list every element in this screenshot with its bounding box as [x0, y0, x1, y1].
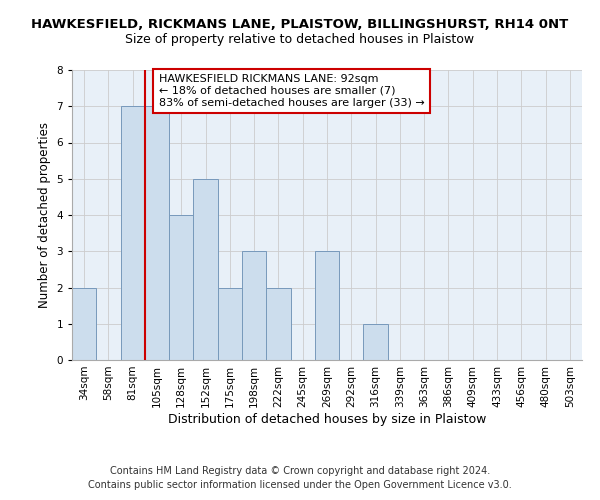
Bar	[72, 288, 96, 360]
Bar	[169, 215, 193, 360]
Bar	[218, 288, 242, 360]
Bar	[315, 251, 339, 360]
Bar	[242, 251, 266, 360]
Text: Contains HM Land Registry data © Crown copyright and database right 2024.
Contai: Contains HM Land Registry data © Crown c…	[88, 466, 512, 490]
X-axis label: Distribution of detached houses by size in Plaistow: Distribution of detached houses by size …	[168, 412, 486, 426]
Bar	[266, 288, 290, 360]
Y-axis label: Number of detached properties: Number of detached properties	[38, 122, 51, 308]
Bar	[121, 106, 145, 360]
Bar	[193, 179, 218, 360]
Text: Size of property relative to detached houses in Plaistow: Size of property relative to detached ho…	[125, 32, 475, 46]
Bar	[145, 106, 169, 360]
Bar	[364, 324, 388, 360]
Text: HAWKESFIELD RICKMANS LANE: 92sqm
← 18% of detached houses are smaller (7)
83% of: HAWKESFIELD RICKMANS LANE: 92sqm ← 18% o…	[158, 74, 424, 108]
Text: HAWKESFIELD, RICKMANS LANE, PLAISTOW, BILLINGSHURST, RH14 0NT: HAWKESFIELD, RICKMANS LANE, PLAISTOW, BI…	[31, 18, 569, 30]
